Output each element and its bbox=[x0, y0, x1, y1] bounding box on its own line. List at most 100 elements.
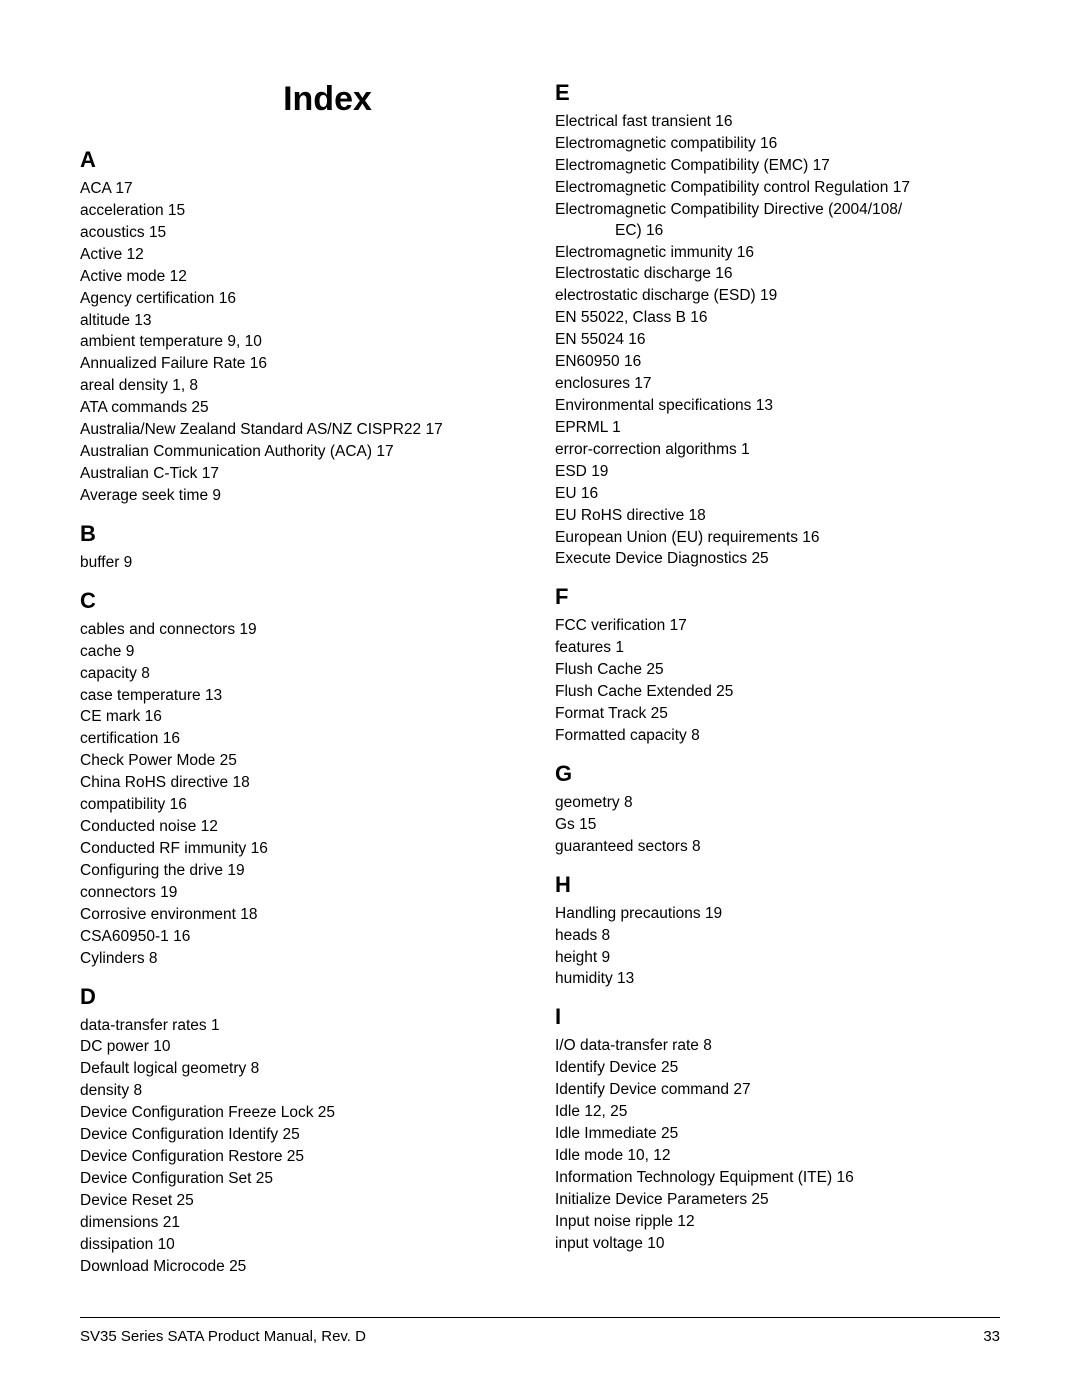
index-term: humidity bbox=[555, 970, 613, 987]
document-title: Index bbox=[130, 80, 525, 119]
index-entry: buffer 9 bbox=[80, 553, 525, 574]
index-term: Agency certification bbox=[80, 290, 214, 307]
index-pages: 17 bbox=[425, 421, 442, 438]
index-term: Device Reset bbox=[80, 1192, 172, 1209]
index-pages: 12 bbox=[677, 1213, 694, 1230]
index-entry: CSA60950-1 16 bbox=[80, 927, 525, 948]
index-term: compatibility bbox=[80, 796, 165, 813]
index-pages: 18 bbox=[233, 774, 250, 791]
right-column: EElectrical fast transient 16Electromagn… bbox=[555, 80, 1000, 1279]
index-pages: 25 bbox=[716, 683, 733, 700]
index-entry: Active mode 12 bbox=[80, 267, 525, 288]
index-entry: heads 8 bbox=[555, 926, 1000, 947]
index-pages: 9 bbox=[124, 554, 133, 571]
index-entry: ESD 19 bbox=[555, 462, 1000, 483]
index-term: Active mode bbox=[80, 268, 165, 285]
index-pages: 8 bbox=[251, 1060, 260, 1077]
index-entry: Input noise ripple 12 bbox=[555, 1212, 1000, 1233]
index-term: FCC verification bbox=[555, 617, 665, 634]
index-pages: 18 bbox=[689, 507, 706, 524]
index-term: Idle bbox=[555, 1103, 580, 1120]
index-term: EU bbox=[555, 485, 577, 502]
index-entry: Average seek time 9 bbox=[80, 486, 525, 507]
index-entry: Electromagnetic compatibility 16 bbox=[555, 134, 1000, 155]
index-pages: 9 bbox=[602, 949, 611, 966]
index-entry: Electromagnetic immunity 16 bbox=[555, 243, 1000, 264]
index-term: ESD bbox=[555, 463, 587, 480]
index-entry: Download Microcode 25 bbox=[80, 1257, 525, 1278]
index-entry: connectors 19 bbox=[80, 883, 525, 904]
index-entry: features 1 bbox=[555, 638, 1000, 659]
index-pages: 10 bbox=[647, 1235, 664, 1252]
index-term: CSA60950-1 bbox=[80, 928, 169, 945]
index-pages: 19 bbox=[591, 463, 608, 480]
index-entry: Australian C-Tick 17 bbox=[80, 464, 525, 485]
index-term: Idle mode bbox=[555, 1147, 623, 1164]
index-pages: 21 bbox=[163, 1214, 180, 1231]
index-entry: dimensions 21 bbox=[80, 1213, 525, 1234]
index-entry: Electromagnetic Compatibility control Re… bbox=[555, 178, 1000, 199]
index-entry: input voltage 10 bbox=[555, 1234, 1000, 1255]
index-pages: 16 bbox=[145, 708, 162, 725]
index-pages: 1 bbox=[612, 419, 621, 436]
index-term: Environmental specifications bbox=[555, 397, 751, 414]
index-entry: Formatted capacity 8 bbox=[555, 726, 1000, 747]
index-term: Device Configuration Freeze Lock bbox=[80, 1104, 313, 1121]
index-term: guaranteed sectors bbox=[555, 838, 688, 855]
index-term: European Union (EU) requirements bbox=[555, 529, 798, 546]
index-pages: 8 bbox=[133, 1082, 142, 1099]
index-entry: EU RoHS directive 18 bbox=[555, 506, 1000, 527]
index-term: Active bbox=[80, 246, 122, 263]
index-pages: 25 bbox=[256, 1170, 273, 1187]
index-term: areal density bbox=[80, 377, 168, 394]
index-entry: Conducted noise 12 bbox=[80, 817, 525, 838]
index-pages: 16 bbox=[836, 1169, 853, 1186]
index-term: Identify Device command bbox=[555, 1081, 729, 1098]
index-pages: 10, 12 bbox=[627, 1147, 670, 1164]
index-pages: 18 bbox=[240, 906, 257, 923]
index-entry: capacity 8 bbox=[80, 664, 525, 685]
index-entry: Idle 12, 25 bbox=[555, 1102, 1000, 1123]
index-entry: density 8 bbox=[80, 1081, 525, 1102]
index-pages: 15 bbox=[168, 202, 185, 219]
index-term: electrostatic discharge (ESD) bbox=[555, 287, 756, 304]
index-entry: EN 55024 16 bbox=[555, 330, 1000, 351]
index-term: Electromagnetic immunity bbox=[555, 244, 732, 261]
index-term: enclosures bbox=[555, 375, 630, 392]
index-term: Conducted noise bbox=[80, 818, 196, 835]
index-term: Format Track bbox=[555, 705, 646, 722]
index-entry: enclosures 17 bbox=[555, 374, 1000, 395]
index-entry: Configuring the drive 19 bbox=[80, 861, 525, 882]
footer-manual-title: SV35 Series SATA Product Manual, Rev. D bbox=[80, 1328, 366, 1345]
index-pages: 8 bbox=[602, 927, 611, 944]
index-term: DC power bbox=[80, 1038, 149, 1055]
index-entry: certification 16 bbox=[80, 729, 525, 750]
section-letter-F: F bbox=[555, 584, 1000, 610]
index-term: Execute Device Diagnostics bbox=[555, 550, 747, 567]
section-letter-G: G bbox=[555, 761, 1000, 787]
section-letter-A: A bbox=[80, 147, 525, 173]
index-pages: 16 bbox=[715, 113, 732, 130]
index-term: Default logical geometry bbox=[80, 1060, 246, 1077]
index-entry: dissipation 10 bbox=[80, 1235, 525, 1256]
index-entry: Corrosive environment 18 bbox=[80, 905, 525, 926]
index-pages: 12, 25 bbox=[584, 1103, 627, 1120]
index-entry: acoustics 15 bbox=[80, 223, 525, 244]
index-term: Electromagnetic Compatibility Directive … bbox=[555, 201, 902, 218]
index-entry: humidity 13 bbox=[555, 969, 1000, 990]
index-pages: 13 bbox=[756, 397, 773, 414]
index-term: altitude bbox=[80, 312, 130, 329]
index-entry: data-transfer rates 1 bbox=[80, 1016, 525, 1037]
index-pages: 8 bbox=[703, 1037, 712, 1054]
index-pages: 15 bbox=[579, 816, 596, 833]
index-entry: Device Configuration Identify 25 bbox=[80, 1125, 525, 1146]
index-pages: 17 bbox=[115, 180, 132, 197]
index-pages: 25 bbox=[220, 752, 237, 769]
index-entry: Device Configuration Set 25 bbox=[80, 1169, 525, 1190]
index-pages: 25 bbox=[751, 1191, 768, 1208]
index-term: EN 55022, Class B bbox=[555, 309, 686, 326]
footer-page-number: 33 bbox=[983, 1328, 1000, 1345]
index-term: cache bbox=[80, 643, 121, 660]
index-entry: Australian Communication Authority (ACA)… bbox=[80, 442, 525, 463]
index-entry: Electrostatic discharge 16 bbox=[555, 264, 1000, 285]
